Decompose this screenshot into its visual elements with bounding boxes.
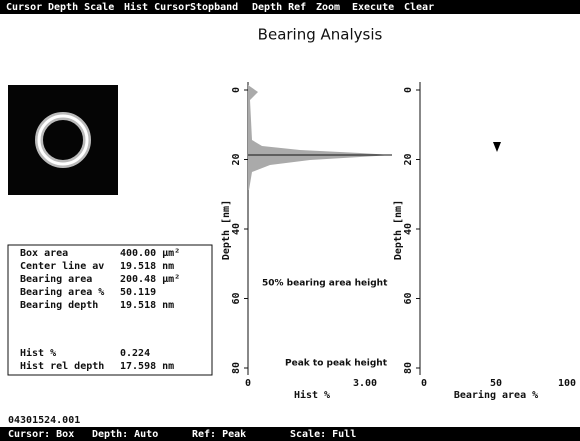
menu-item[interactable]: Hist Cursor: [124, 1, 190, 13]
menu-item[interactable]: Depth Scale: [48, 2, 114, 13]
afm-image: [8, 85, 118, 195]
bearing-marker: [493, 142, 501, 152]
menu-item[interactable]: Clear: [404, 2, 434, 13]
y-axis-label: Depth [nm]: [393, 200, 404, 260]
x-tick-label: 0: [245, 378, 251, 389]
status-item: Scale: Full: [290, 429, 356, 440]
x-axis-label: Hist %: [294, 389, 330, 401]
y-tick-label: 20: [403, 153, 414, 165]
info-label: Bearing area: [20, 273, 92, 285]
y-tick-label: 60: [231, 292, 242, 304]
title: Bearing Analysis: [258, 26, 383, 44]
menu-item[interactable]: Cursor: [6, 2, 42, 13]
info-label: Center line av: [20, 260, 104, 272]
menu-item[interactable]: Depth Ref: [252, 2, 306, 13]
menu-item[interactable]: Stopband: [190, 2, 238, 13]
info-value: 19.518 nm: [120, 261, 174, 272]
annotation: 50% bearing area height: [262, 279, 388, 289]
info-value: 200.48 µm²: [120, 274, 180, 285]
annotation: Peak to peak height: [285, 359, 388, 369]
filename: 04301524.001: [8, 415, 80, 426]
info-value: 0.224: [120, 348, 150, 359]
y-tick-label: 20: [231, 153, 242, 165]
x-tick-label: 100: [558, 378, 576, 389]
histogram-shape: [248, 85, 392, 190]
y-tick-label: 60: [403, 292, 414, 304]
status-item: Depth: Auto: [92, 429, 158, 440]
y-tick-label: 0: [403, 87, 414, 93]
y-tick-label: 40: [231, 223, 242, 235]
info-value: 400.00 µm²: [120, 248, 180, 259]
x-tick-label: 0: [421, 378, 427, 389]
info-label: Bearing depth: [20, 299, 98, 311]
info-value: 17.598 nm: [120, 361, 174, 372]
x-axis-label: Bearing area %: [454, 389, 538, 401]
y-tick-label: 80: [403, 362, 414, 374]
x-tick-label: 50: [490, 378, 502, 389]
status-item: Cursor: Box: [8, 429, 74, 440]
x-tick-label: 3.00: [353, 378, 377, 389]
y-tick-label: 40: [403, 223, 414, 235]
screen: Cursor Depth Scale Hist CursorStopband Dept…: [0, 0, 580, 441]
y-axis-label: Depth [nm]: [221, 200, 232, 260]
status-item: Ref: Peak: [192, 429, 246, 440]
hist-labels: 0 20 40 60 80 Depth [nm] 0 3.00 Hist %: [221, 87, 377, 401]
info-label: Hist rel depth: [20, 360, 104, 372]
y-tick-label: 80: [231, 362, 242, 374]
y-tick-label: 0: [231, 87, 242, 93]
info-label: Bearing area %: [20, 286, 104, 298]
info-label: Box area: [20, 248, 68, 259]
status-bar: Cursor: Box Depth: Auto Ref: Peak Scale: Fu…: [0, 427, 580, 441]
info-value: 19.518 nm: [120, 300, 174, 311]
menu-item[interactable]: Execute: [352, 2, 394, 13]
menu-item[interactable]: Zoom: [316, 2, 340, 13]
info-value: 50.119: [120, 287, 156, 298]
info-label: Hist %: [20, 347, 56, 359]
